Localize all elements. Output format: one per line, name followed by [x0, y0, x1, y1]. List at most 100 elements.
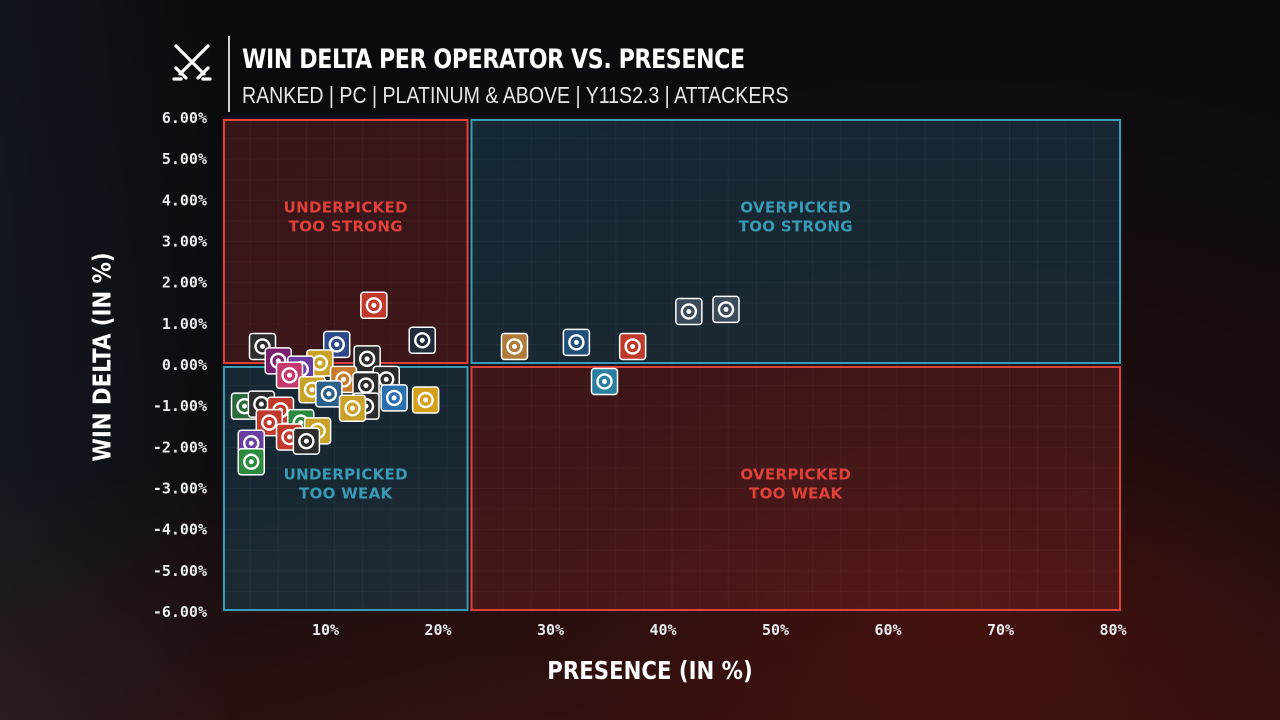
quadrant-label: OVERPICKED TOO WEAK [740, 466, 851, 503]
duo-icon [675, 297, 703, 326]
operator-badge-dot [363, 383, 369, 389]
quadrant-label: OVERPICKED TOO STRONG [739, 199, 853, 236]
quadrant-label-line: UNDERPICKED [284, 466, 408, 484]
operator-badge-dot [287, 372, 292, 378]
quadrant-label-line: TOO WEAK [299, 485, 393, 503]
kite-icon [237, 447, 265, 476]
operator-badge-dot [303, 438, 309, 444]
operator-badge-dot [602, 378, 607, 384]
claws-icon [292, 427, 321, 455]
cross-icon [338, 394, 367, 422]
quadrant-label-line: OVERPICKED [740, 199, 851, 217]
face-icon [712, 295, 740, 324]
operator-badge-dot [248, 440, 254, 446]
robot-icon [562, 328, 591, 357]
quadrant-label: UNDERPICKED TOO WEAK [284, 466, 408, 503]
compass-icon [500, 332, 529, 361]
operator-badge-dot [423, 397, 429, 403]
quadrant-label: UNDERPICKED TOO STRONG [284, 199, 408, 236]
operator-badge-glyph [506, 338, 523, 355]
operator-badge-dot [334, 341, 340, 347]
operator-badge-glyph [385, 389, 403, 407]
crossed-swords-icon [172, 44, 212, 81]
operator-badge-dot [341, 376, 346, 382]
operator-badge-glyph [328, 336, 345, 353]
operator-badge-dot [266, 420, 272, 426]
operator-badge-dot [260, 343, 265, 349]
y-tick-label: 1.00% [162, 315, 207, 333]
claw-icon [275, 361, 304, 390]
header-divider [228, 36, 230, 112]
operator-badge-dot [512, 343, 517, 349]
operator-badge-glyph [335, 371, 352, 388]
x-axis-label: PRESENCE (IN %) [547, 656, 753, 685]
gas-icon [352, 371, 380, 400]
x-tick-label: 30% [537, 621, 564, 639]
y-tick-label: -3.00% [153, 480, 207, 498]
quadrant-label-line: TOO STRONG [289, 218, 403, 236]
operator-badge-glyph [298, 432, 315, 450]
operator-badge-glyph [261, 414, 278, 431]
operator-badge-glyph [365, 297, 383, 314]
y-tick-label: 6.00% [162, 109, 207, 127]
y-tick-label: 5.00% [162, 150, 207, 168]
quadrant-label-line: OVERPICKED [740, 466, 851, 484]
y-tick-label: -1.00% [153, 397, 207, 415]
operator-badge-dot [309, 387, 315, 393]
power-icon [408, 326, 436, 355]
wings-icon [590, 367, 619, 396]
operator-badge-dot [248, 459, 254, 465]
operator-badge-dot [391, 395, 397, 401]
operator-badge-dot [258, 401, 264, 407]
operator-badge-glyph [358, 350, 376, 368]
quadrant-box [470, 366, 1121, 611]
operator-badge-glyph [243, 453, 260, 470]
operator-badge-dot [723, 306, 729, 312]
operator-badge-glyph [417, 391, 434, 409]
quadrant-label-line: UNDERPICKED [284, 199, 408, 217]
operator-badge-dot [573, 339, 579, 345]
spear-icon [618, 332, 647, 361]
y-tick-label: 3.00% [162, 233, 207, 251]
operator-badge-glyph [281, 367, 298, 384]
helmet-icon [353, 345, 381, 373]
y-tick-label: -5.00% [153, 562, 207, 580]
operator-badge-glyph [680, 303, 698, 320]
bars-icon [380, 384, 408, 412]
x-tick-label: 60% [874, 621, 901, 639]
operator-badge-dot [419, 337, 425, 343]
operator-badge-glyph [568, 334, 585, 351]
operator-badge-dot [364, 356, 370, 362]
operator-badge-dot [371, 302, 377, 308]
operator-badge-glyph [414, 332, 431, 349]
quadrant-label-line: TOO WEAK [749, 485, 843, 503]
shotgun-icon [315, 380, 343, 408]
operator-badge-glyph [624, 338, 641, 355]
quadrant-box [470, 119, 1121, 364]
operator-badge-dot [326, 391, 332, 397]
operator-badge-glyph [596, 373, 613, 390]
y-tick-label: 4.00% [162, 191, 207, 209]
x-tick-label: 40% [649, 621, 676, 639]
operator-badge-dot [242, 403, 247, 409]
y-tick-label: -2.00% [153, 438, 207, 456]
quadrant-label-line: TOO STRONG [739, 218, 853, 236]
x-tick-label: 10% [312, 621, 339, 639]
y-tick-label: -6.00% [153, 603, 207, 621]
y-tick-label: 2.00% [162, 274, 207, 292]
x-tick-label: 20% [424, 621, 451, 639]
x-tick-label: 70% [987, 621, 1014, 639]
operator-badge-glyph [344, 400, 361, 417]
operator-badge-dot [317, 360, 323, 366]
operator-badge-dot [630, 343, 636, 349]
operator-badge-glyph [717, 301, 735, 318]
x-tick-label: 80% [1099, 621, 1126, 639]
operator-badge-dot [350, 405, 355, 411]
y-tick-label: -4.00% [153, 521, 207, 539]
operator-badge-dot [383, 376, 389, 382]
operator-badge-dot [287, 434, 292, 440]
chart-title: WIN DELTA PER OPERATOR VS. PRESENCE [242, 44, 745, 75]
y-tick-label: 0.00% [162, 356, 207, 374]
operator-badge-dot [686, 308, 692, 314]
